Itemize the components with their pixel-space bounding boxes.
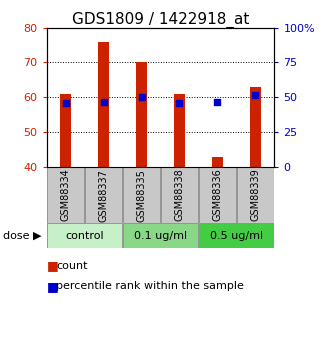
Text: GSM88336: GSM88336 <box>213 169 222 221</box>
Text: 0.5 ug/ml: 0.5 ug/ml <box>210 231 263 241</box>
Point <box>139 95 144 100</box>
Bar <box>174 94 185 167</box>
Bar <box>250 87 261 167</box>
Text: ■: ■ <box>47 259 58 272</box>
Bar <box>47 223 122 248</box>
Bar <box>237 167 274 223</box>
Text: ■: ■ <box>47 280 58 293</box>
Bar <box>199 223 274 248</box>
Text: control: control <box>65 231 104 241</box>
Bar <box>123 223 198 248</box>
Point <box>101 99 106 104</box>
Bar <box>47 167 84 223</box>
Bar <box>85 167 122 223</box>
Text: 0.1 ug/ml: 0.1 ug/ml <box>134 231 187 241</box>
Point <box>215 99 220 104</box>
Bar <box>98 41 109 167</box>
Text: percentile rank within the sample: percentile rank within the sample <box>56 282 244 291</box>
Point <box>253 92 258 97</box>
Text: dose ▶: dose ▶ <box>3 231 42 241</box>
Bar <box>123 167 160 223</box>
Text: GSM88337: GSM88337 <box>99 169 108 221</box>
Text: GSM88335: GSM88335 <box>136 169 146 221</box>
Bar <box>136 62 147 167</box>
Bar <box>212 157 223 167</box>
Point <box>177 100 182 106</box>
Text: GSM88334: GSM88334 <box>61 169 71 221</box>
Title: GDS1809 / 1422918_at: GDS1809 / 1422918_at <box>72 11 249 28</box>
Bar <box>60 94 71 167</box>
Text: count: count <box>56 261 88 270</box>
Text: GSM88339: GSM88339 <box>250 169 260 221</box>
Bar <box>161 167 198 223</box>
Bar <box>199 167 236 223</box>
Text: GSM88338: GSM88338 <box>175 169 185 221</box>
Point <box>63 100 68 106</box>
